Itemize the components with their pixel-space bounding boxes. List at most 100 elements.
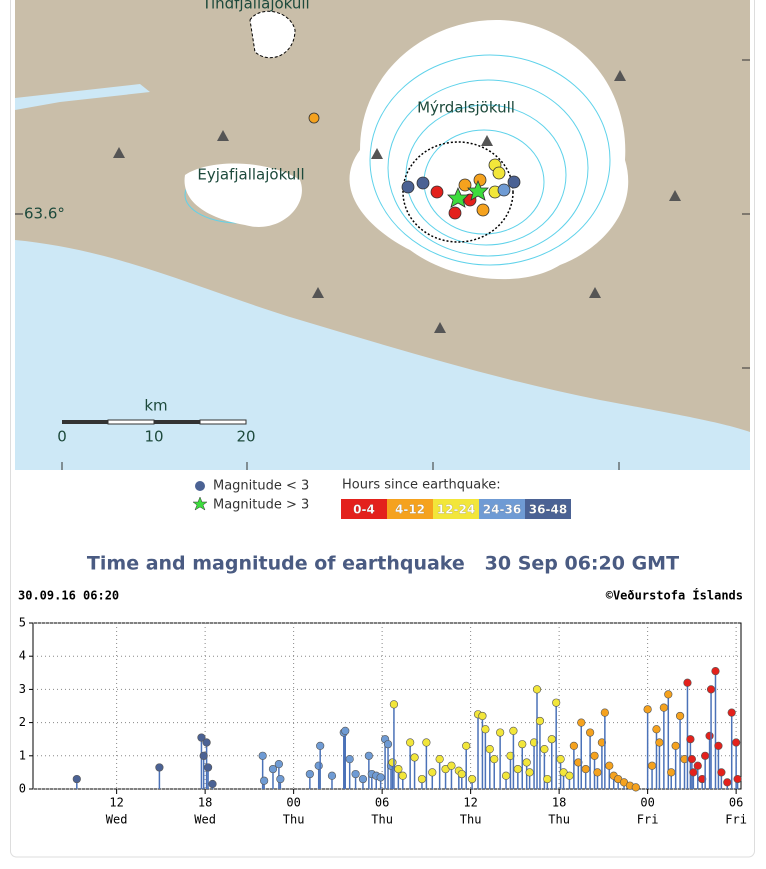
scale-bar <box>62 419 247 425</box>
stem-head <box>485 745 494 754</box>
stem-head <box>417 774 427 784</box>
stem-head <box>543 774 552 784</box>
stem-head <box>394 764 403 774</box>
stem-head <box>513 764 522 774</box>
stem-head <box>581 764 590 774</box>
glacier <box>184 163 302 227</box>
stem-head <box>574 758 583 767</box>
stem-head <box>525 768 534 777</box>
stem-head <box>314 761 323 770</box>
stem-head <box>422 738 431 747</box>
stem-head <box>481 725 490 734</box>
stem-head <box>552 698 561 707</box>
stem-head <box>714 741 723 750</box>
stem-head <box>540 745 549 754</box>
stem-head <box>208 779 217 789</box>
legend-swatch <box>433 499 479 519</box>
scale-unit: km <box>144 397 167 415</box>
stem-head <box>199 751 208 760</box>
x-tick-label: 12 <box>109 796 123 810</box>
x-tick-label: 06 <box>375 796 389 810</box>
stem-head <box>565 771 574 780</box>
y-tick-label: 3 <box>19 682 26 696</box>
x-tick-day: Wed <box>106 813 128 827</box>
map-label: Mýrdalsjökull <box>417 99 515 117</box>
legend-label: 4-12 <box>395 503 425 517</box>
x-tick-day: Fri <box>637 813 659 827</box>
y-tick-label: 2 <box>19 715 26 729</box>
stem-head <box>693 761 702 770</box>
chart-header: 30.09.16 06:20 <box>18 589 119 603</box>
stem-head <box>701 751 710 760</box>
x-tick-day: Thu <box>460 813 482 827</box>
stem-head <box>535 716 545 726</box>
x-tick-day: Thu <box>371 813 393 827</box>
stem-head <box>509 726 518 736</box>
legend-label: Magnitude > 3 <box>213 498 309 513</box>
stem-head <box>364 751 373 760</box>
stem-head <box>260 776 269 785</box>
latitude-label: 63.6° <box>24 205 65 223</box>
stem-head <box>529 738 539 747</box>
stem-head <box>490 755 499 764</box>
stem-head <box>686 735 695 744</box>
stem-head <box>733 774 742 784</box>
stem-head <box>447 761 456 770</box>
stem-head <box>398 771 407 780</box>
stem-head <box>258 751 267 760</box>
stem-head <box>705 731 714 740</box>
legend-title: Hours since earthquake: <box>342 478 501 493</box>
x-tick-label: 00 <box>640 796 654 810</box>
stem-head <box>203 763 213 772</box>
stem-head <box>605 761 614 770</box>
legend-star <box>192 496 208 511</box>
stem-head <box>706 685 716 694</box>
stem-head <box>689 768 698 777</box>
quakes <box>308 112 521 220</box>
stem-head <box>316 741 325 750</box>
chart-title: Time and magnitude of earthquake 30 Sep … <box>87 553 679 575</box>
map-label: Eyjafjallajökull <box>197 166 304 184</box>
x-tick-label: 06 <box>729 796 743 810</box>
y-tick-label: 1 <box>19 748 26 762</box>
sea <box>15 240 750 470</box>
legend-label: 12-24 <box>437 503 475 517</box>
x-tick-label: 12 <box>463 796 477 810</box>
stem-head <box>202 738 211 747</box>
stem-head <box>389 700 399 709</box>
stem-head <box>631 783 640 792</box>
stem-head <box>586 728 595 737</box>
stem-head <box>341 726 350 736</box>
legend-swatch <box>479 499 525 519</box>
stem-head <box>462 741 471 750</box>
x-tick-label: 18 <box>552 796 566 810</box>
x-tick-day: Thu <box>283 813 305 827</box>
stem-head <box>428 768 437 777</box>
hours-legend: 0-4 4-12 12-24 24-36 36-48 <box>341 499 571 519</box>
graticule <box>61 59 750 470</box>
stem-head <box>590 751 599 760</box>
stem-head <box>683 678 692 687</box>
y-tick-label: 4 <box>19 649 26 663</box>
stem-head <box>569 741 578 750</box>
stem-head <box>468 774 477 784</box>
stem-head <box>388 758 397 767</box>
stem-head <box>327 771 337 780</box>
map-label: Tindfjallajökull <box>201 0 309 13</box>
stem-head <box>351 769 360 779</box>
stem-head <box>597 738 607 747</box>
stem-head <box>155 763 164 772</box>
stem-head <box>276 774 285 784</box>
stem-head <box>506 751 515 760</box>
x-tick-day: Wed <box>194 813 216 827</box>
stem-head <box>732 738 741 747</box>
stem-head <box>593 768 602 777</box>
stem-head <box>600 708 609 717</box>
scale-tick: 20 <box>236 428 255 446</box>
map: Mýrdalsjökull Eyjafjallajökull Tindfjall… <box>15 0 750 470</box>
plot-frame <box>32 622 742 790</box>
stem-head <box>723 778 732 787</box>
stem-head <box>522 758 531 767</box>
stem-head <box>659 703 668 712</box>
